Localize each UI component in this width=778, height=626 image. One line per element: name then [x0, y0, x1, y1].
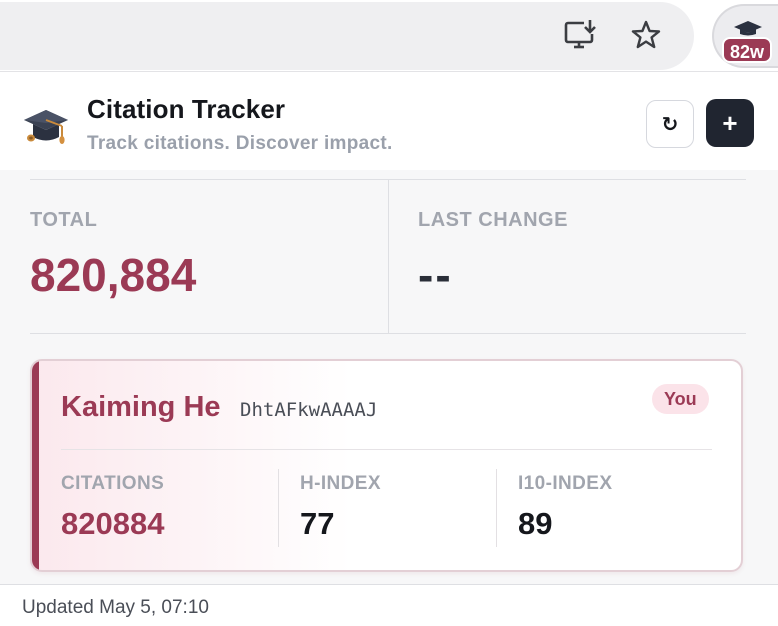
browser-toolbar: 82w: [0, 0, 778, 72]
i10-index-label: I10-INDEX: [518, 473, 613, 494]
graduation-cap-icon: [22, 104, 70, 148]
citations-value: 820884: [61, 506, 165, 541]
you-badge: You: [652, 384, 709, 414]
popup-footer: Updated May 5, 07:10: [0, 584, 778, 626]
h-index-label: H-INDEX: [300, 473, 381, 494]
popup-header: Citation Tracker Track citations. Discov…: [0, 73, 778, 170]
refresh-button[interactable]: ↻: [646, 100, 694, 148]
install-app-icon[interactable]: [563, 17, 599, 53]
add-author-button[interactable]: +: [706, 99, 754, 147]
last-change-value: --: [418, 249, 453, 301]
graduation-cap-icon: [733, 20, 763, 41]
h-index-value: 77: [300, 506, 335, 541]
last-change-label: LAST CHANGE: [418, 209, 568, 231]
author-name: Kaiming He: [61, 391, 221, 423]
metric-divider: [496, 469, 497, 547]
extension-badge: 82w: [722, 37, 773, 63]
address-bar[interactable]: [0, 2, 694, 70]
app-subtitle: Track citations. Discover impact.: [87, 133, 393, 154]
author-scholar-id: DhtAFkwAAAAJ: [240, 399, 378, 421]
card-divider: [61, 449, 712, 450]
total-value: 820,884: [30, 249, 197, 301]
summary-stats: TOTAL 820,884 LAST CHANGE --: [30, 179, 746, 334]
refresh-icon: ↻: [661, 113, 679, 136]
stats-divider: [388, 180, 389, 334]
i10-index-value: 89: [518, 506, 553, 541]
app-title: Citation Tracker: [87, 94, 286, 124]
citations-label: CITATIONS: [61, 473, 165, 494]
total-label: TOTAL: [30, 209, 98, 231]
author-card[interactable]: Kaiming He DhtAFkwAAAAJ You CITATIONS 82…: [30, 359, 743, 572]
plus-icon: +: [722, 107, 738, 138]
updated-timestamp: Updated May 5, 07:10: [22, 597, 209, 618]
card-accent-bar: [32, 361, 39, 570]
bookmark-star-icon[interactable]: [628, 17, 664, 53]
metric-divider: [278, 469, 279, 547]
popup-body: TOTAL 820,884 LAST CHANGE -- Kaiming He …: [0, 170, 778, 584]
